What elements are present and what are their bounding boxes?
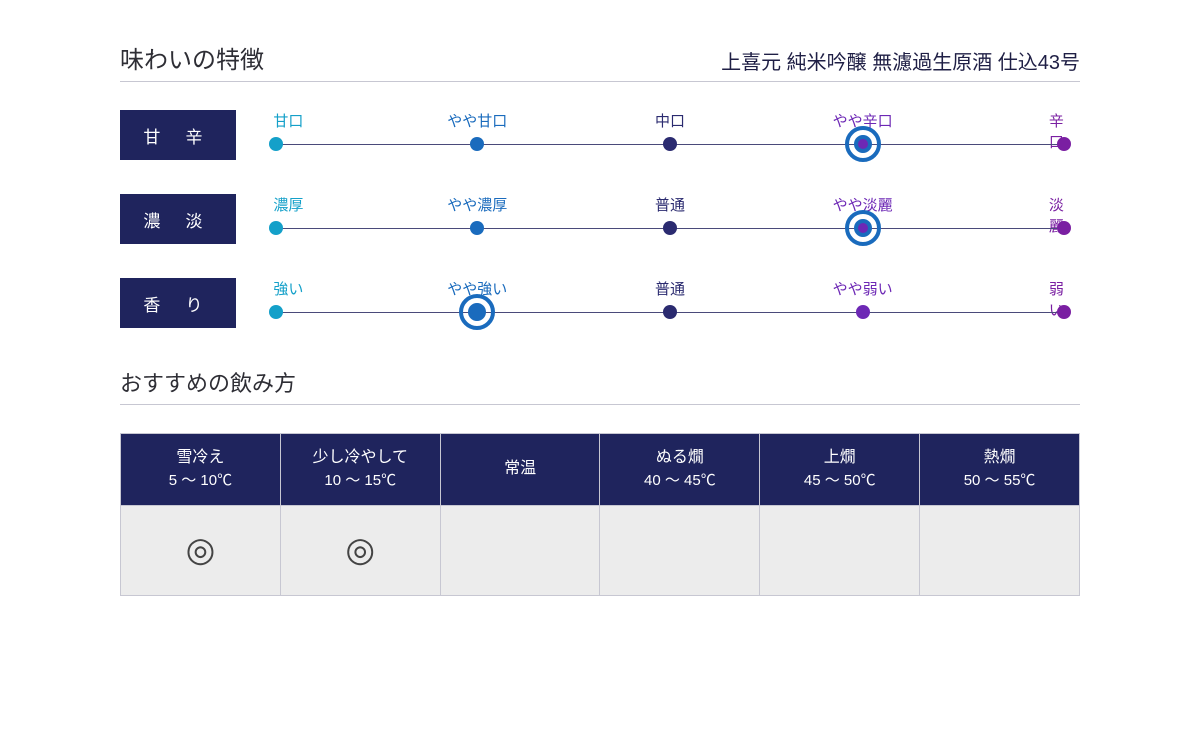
serving-body-row: ◎◎ xyxy=(121,505,1080,595)
taste-section-title: 味わいの特徴 xyxy=(120,40,264,75)
serving-cell xyxy=(600,505,760,595)
scale-dot xyxy=(269,305,283,319)
scale-dot xyxy=(269,137,283,151)
scale-row: 香 り強いやや強い普通やや弱い弱い xyxy=(120,278,1080,328)
scale-tick-label: 濃厚 xyxy=(273,194,303,215)
serving-column-name: 少し冷やして xyxy=(312,449,408,466)
scale-tick-label: 甘口 xyxy=(273,110,303,131)
serving-column-name: 常温 xyxy=(504,460,536,477)
scale-row: 濃 淡濃厚やや濃厚普通やや淡麗淡麗 xyxy=(120,194,1080,244)
scale-row: 甘 辛甘口やや甘口中口やや辛口辛口 xyxy=(120,110,1080,160)
serving-column-name: 上燗 xyxy=(824,449,856,466)
serving-column-name: 熱燗 xyxy=(984,449,1016,466)
serving-cell xyxy=(920,505,1080,595)
section-rule xyxy=(120,404,1080,405)
serving-column-temp: 50 〜 55℃ xyxy=(924,470,1075,493)
serving-cell xyxy=(760,505,920,595)
product-name: 上喜元 純米吟醸 無濾過生原酒 仕込43号 xyxy=(721,46,1080,75)
scale-label: 濃 淡 xyxy=(120,194,236,244)
serving-column-header: 熱燗 50 〜 55℃ xyxy=(920,434,1080,506)
serving-column-header: 雪冷え 5 〜 10℃ xyxy=(121,434,281,506)
serving-cell xyxy=(440,505,600,595)
scale-tick-label: やや濃厚 xyxy=(447,194,507,215)
scale-tick-label: 普通 xyxy=(655,194,685,215)
scale-label: 甘 辛 xyxy=(120,110,236,160)
scale-tick-label: やや甘口 xyxy=(447,110,507,131)
section-rule xyxy=(120,81,1080,82)
scale-dot xyxy=(470,137,484,151)
scale-dot xyxy=(663,305,677,319)
scale-dot xyxy=(663,137,677,151)
serving-column-header: 少し冷やして 10 〜 15℃ xyxy=(280,434,440,506)
selected-ring-icon xyxy=(845,126,881,162)
serving-column-temp: 10 〜 15℃ xyxy=(285,470,436,493)
scale-tick-label: やや弱い xyxy=(833,278,893,299)
scale-dot xyxy=(470,221,484,235)
serving-column-name: 雪冷え xyxy=(176,449,224,466)
scale-dot xyxy=(663,221,677,235)
taste-scales-container: 甘 辛甘口やや甘口中口やや辛口辛口濃 淡濃厚やや濃厚普通やや淡麗淡麗香 り強いや… xyxy=(120,110,1080,328)
scale-tick-label: 中口 xyxy=(655,110,685,131)
scale-track: 濃厚やや濃厚普通やや淡麗淡麗 xyxy=(260,194,1080,244)
serving-column-header: 上燗 45 〜 50℃ xyxy=(760,434,920,506)
serving-head-row: 雪冷え 5 〜 10℃ 少し冷やして 10 〜 15℃ 常温 ぬる燗 40 〜 45℃ 上燗 4… xyxy=(121,434,1080,506)
serving-column-temp: 45 〜 50℃ xyxy=(764,470,915,493)
serving-cell: ◎ xyxy=(280,505,440,595)
scale-dot xyxy=(1057,221,1071,235)
serving-column-temp: 5 〜 10℃ xyxy=(125,470,276,493)
scale-dot xyxy=(856,305,870,319)
serving-section-title: おすすめの飲み方 xyxy=(120,366,1080,398)
serving-column-header: ぬる燗 40 〜 45℃ xyxy=(600,434,760,506)
serving-column-name: ぬる燗 xyxy=(656,449,704,466)
serving-column-header: 常温 xyxy=(440,434,600,506)
selected-ring-icon xyxy=(459,294,495,330)
scale-dot xyxy=(1057,305,1071,319)
scale-track: 強いやや強い普通やや弱い弱い xyxy=(260,278,1080,328)
serving-table: 雪冷え 5 〜 10℃ 少し冷やして 10 〜 15℃ 常温 ぬる燗 40 〜 45℃ 上燗 4… xyxy=(120,433,1080,596)
selected-ring-icon xyxy=(845,210,881,246)
scale-label: 香 り xyxy=(120,278,236,328)
scale-track: 甘口やや甘口中口やや辛口辛口 xyxy=(260,110,1080,160)
serving-cell: ◎ xyxy=(121,505,281,595)
serving-column-temp: 40 〜 45℃ xyxy=(604,470,755,493)
scale-tick-label: 普通 xyxy=(655,278,685,299)
scale-dot xyxy=(1057,137,1071,151)
scale-dot xyxy=(269,221,283,235)
scale-tick-label: 強い xyxy=(273,278,303,299)
